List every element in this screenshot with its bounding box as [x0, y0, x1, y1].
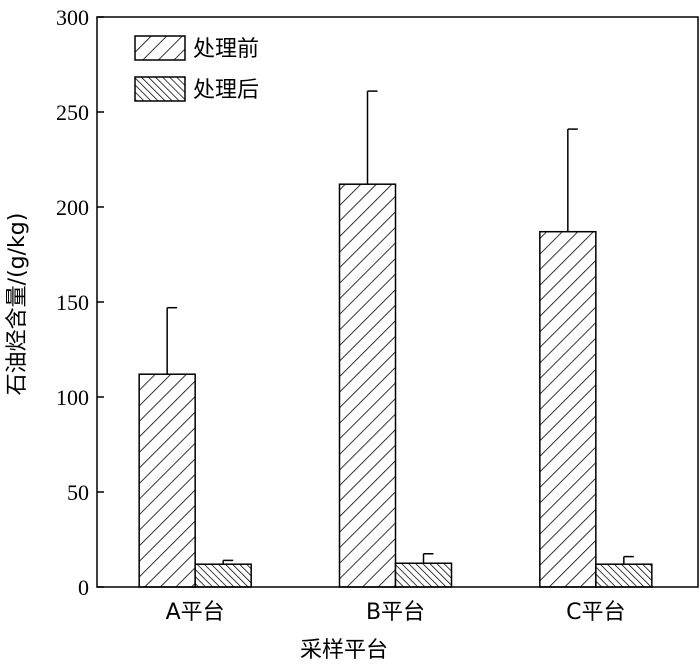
y-tick-label: 150	[56, 290, 89, 315]
plot-area: 0 50 100 150 200 250 300 A平台 B平台 C平台	[56, 5, 699, 625]
bar-before-1	[338, 183, 397, 588]
y-tick-label: 300	[56, 5, 89, 30]
y-tick-label: 200	[56, 195, 89, 220]
bar-before-0	[138, 373, 196, 588]
x-tick-label: B平台	[366, 600, 425, 625]
y-tick-label: 50	[67, 480, 89, 505]
legend-label-after: 处理后	[193, 78, 259, 103]
bar-after-0	[194, 563, 252, 588]
plot-frame	[96, 16, 699, 588]
bar-before-2	[539, 230, 597, 588]
legend-swatch-before	[134, 35, 186, 61]
legend: 处理前 处理后	[134, 35, 259, 103]
x-tick-label: A平台	[166, 600, 225, 625]
bar-after-2	[595, 563, 653, 588]
bar-after-1	[394, 562, 453, 588]
y-tick-label: 250	[56, 100, 89, 125]
x-tick-label: C平台	[566, 600, 625, 625]
legend-item-before: 处理前	[134, 35, 259, 62]
y-axis-title: 石油烃含量/(g/kg)	[5, 213, 30, 396]
legend-label-before: 处理前	[193, 37, 259, 62]
legend-swatch-after	[134, 76, 186, 102]
y-tick-label: 100	[56, 385, 89, 410]
legend-item-after: 处理后	[134, 76, 259, 103]
y-tick-label: 0	[78, 575, 89, 600]
x-axis-title: 采样平台	[300, 638, 388, 663]
